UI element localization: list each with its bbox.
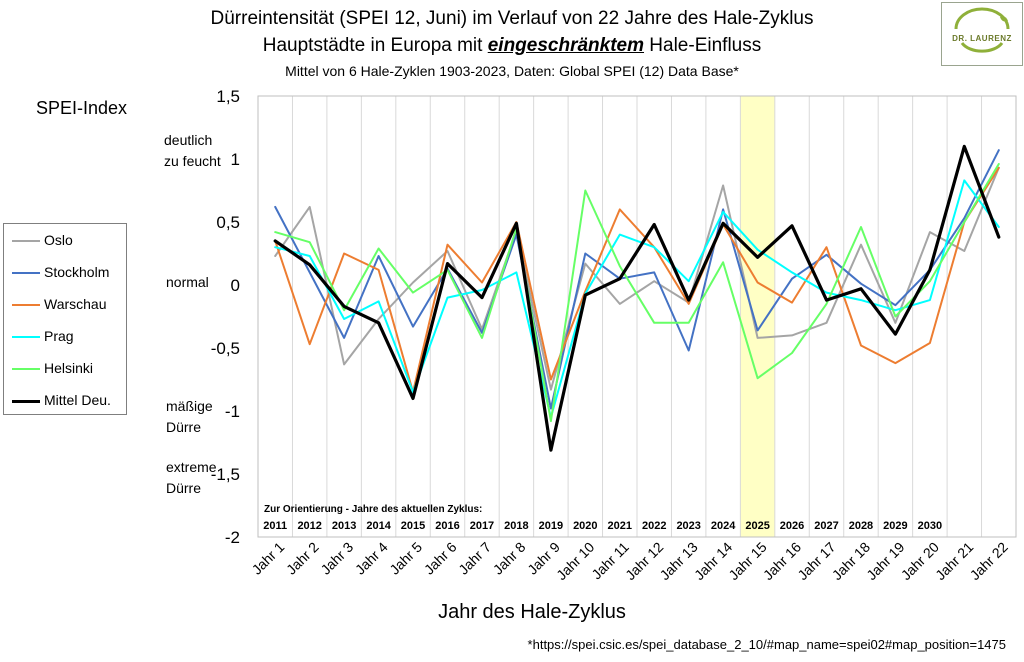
title-line2-emphasis: eingeschränktem xyxy=(487,35,645,56)
x-axis-title: Jahr des Hale-Zyklus xyxy=(438,601,626,623)
legend-swatch xyxy=(12,240,40,242)
x-tick-label: Jahr 8 xyxy=(490,539,529,578)
current-year-label: 2012 xyxy=(297,520,321,532)
legend-item: Warschau xyxy=(4,294,126,316)
current-year-label: 2029 xyxy=(883,520,907,532)
legend-label: Stockholm xyxy=(44,264,110,280)
legend-item: Helsinki xyxy=(4,358,126,380)
y-tick-label: -2 xyxy=(225,528,240,547)
series-line xyxy=(274,149,1000,410)
current-year-label: 2021 xyxy=(608,520,632,532)
y-tick-label: -0,5 xyxy=(211,339,240,358)
chart-subtitle: Mittel von 6 Hale-Zyklen 1903-2023, Date… xyxy=(285,63,739,79)
legend-swatch xyxy=(12,336,40,338)
series-line xyxy=(274,179,1000,419)
current-year-label: 2015 xyxy=(401,520,425,532)
x-tick-label: Jahr 3 xyxy=(317,539,356,578)
orientation-text: Zur Orientierung - Jahre des aktuellen Z… xyxy=(264,504,482,515)
y-tick-label: -1 xyxy=(225,402,240,421)
series-line xyxy=(274,163,1000,423)
legend-swatch xyxy=(12,368,40,370)
highlight-band xyxy=(740,96,775,537)
x-tick-label: Jahr 10 xyxy=(553,539,597,583)
current-year-label: 2017 xyxy=(470,520,494,532)
y-tick-label: 0 xyxy=(231,276,240,295)
current-year-label: 2013 xyxy=(332,520,356,532)
legend-label: Warschau xyxy=(44,296,107,312)
legend-swatch xyxy=(12,304,40,306)
current-year-label: 2019 xyxy=(539,520,563,532)
x-tick-label: Jahr 7 xyxy=(455,539,494,578)
category-maessig: mäßige Dürre xyxy=(166,396,213,438)
legend-item: Stockholm xyxy=(4,262,126,284)
leaf-arc-logo-icon xyxy=(954,7,1010,53)
title-line2-post: Hale-Einfluss xyxy=(644,35,762,56)
legend-label: Oslo xyxy=(44,232,73,248)
current-year-label: 2022 xyxy=(642,520,666,532)
current-year-label: 2027 xyxy=(814,520,838,532)
category-normal-label: normal xyxy=(166,274,209,290)
current-year-label: 2025 xyxy=(745,520,769,532)
title-line2-pre: Hauptstädte in Europa mit xyxy=(262,35,488,56)
y-tick-label: 0,5 xyxy=(216,213,240,232)
current-year-label: 2014 xyxy=(366,520,391,532)
plot-area-border xyxy=(257,95,1017,538)
category-feucht-line1: deutlich xyxy=(164,132,213,148)
legend-item: Oslo xyxy=(4,230,126,252)
y-tick-label: 1,5 xyxy=(216,87,240,106)
current-year-label: 2011 xyxy=(263,520,287,532)
logo-badge: DR. LAURENZ xyxy=(941,2,1023,66)
series-line xyxy=(273,144,1001,452)
legend: Oslo Stockholm Warschau Prag Helsinki Mittel … xyxy=(3,223,127,415)
legend-swatch xyxy=(12,272,40,274)
category-feucht-line2: zu feucht xyxy=(164,153,221,169)
category-extrem-line1: extreme xyxy=(166,459,217,475)
y-axis-title: SPEI-Index xyxy=(36,98,128,118)
category-extrem: extreme Dürre xyxy=(166,457,217,499)
current-year-label: 2024 xyxy=(711,520,736,532)
current-year-label: 2028 xyxy=(849,520,873,532)
current-year-label: 2026 xyxy=(780,520,804,532)
chart-title-line1: Dürreintensität (SPEI 12, Juni) im Verla… xyxy=(210,8,814,29)
current-year-label: 2030 xyxy=(918,520,942,532)
category-maessig-line2: Dürre xyxy=(166,419,202,435)
y-tick-label: -1,5 xyxy=(211,465,240,484)
source-note: *https://spei.csic.es/spei_database_2_10… xyxy=(527,637,1006,652)
legend-label: Prag xyxy=(44,328,74,344)
x-tick-label: Jahr 1 xyxy=(249,539,288,578)
x-tick-label: Jahr 4 xyxy=(352,539,391,578)
category-normal: normal xyxy=(166,272,209,293)
legend-item: Mittel Deu. xyxy=(4,390,126,412)
category-feucht: deutlich zu feucht xyxy=(164,130,221,172)
category-maessig-line1: mäßige xyxy=(166,398,213,414)
legend-label: Helsinki xyxy=(44,360,94,376)
current-year-label: 2016 xyxy=(435,520,459,532)
current-year-label: 2018 xyxy=(504,520,528,532)
current-year-label: 2023 xyxy=(676,520,700,532)
category-extrem-line2: Dürre xyxy=(166,480,202,496)
y-tick-label: 1 xyxy=(231,150,240,169)
legend-label: Mittel Deu. xyxy=(44,392,111,408)
x-tick-label: Jahr 5 xyxy=(386,539,425,578)
x-tick-label: Jahr 22 xyxy=(967,539,1011,583)
current-year-label: 2020 xyxy=(573,520,597,532)
legend-item: Prag xyxy=(4,326,126,348)
logo-text: DR. LAURENZ xyxy=(952,34,1012,43)
x-tick-label: Jahr 2 xyxy=(283,539,322,578)
x-tick-label: Jahr 6 xyxy=(421,539,460,578)
chart-title-line2: Hauptstädte in Europa mit eingeschränkte… xyxy=(0,35,1024,57)
series-line xyxy=(274,166,1000,394)
legend-swatch xyxy=(12,400,40,403)
